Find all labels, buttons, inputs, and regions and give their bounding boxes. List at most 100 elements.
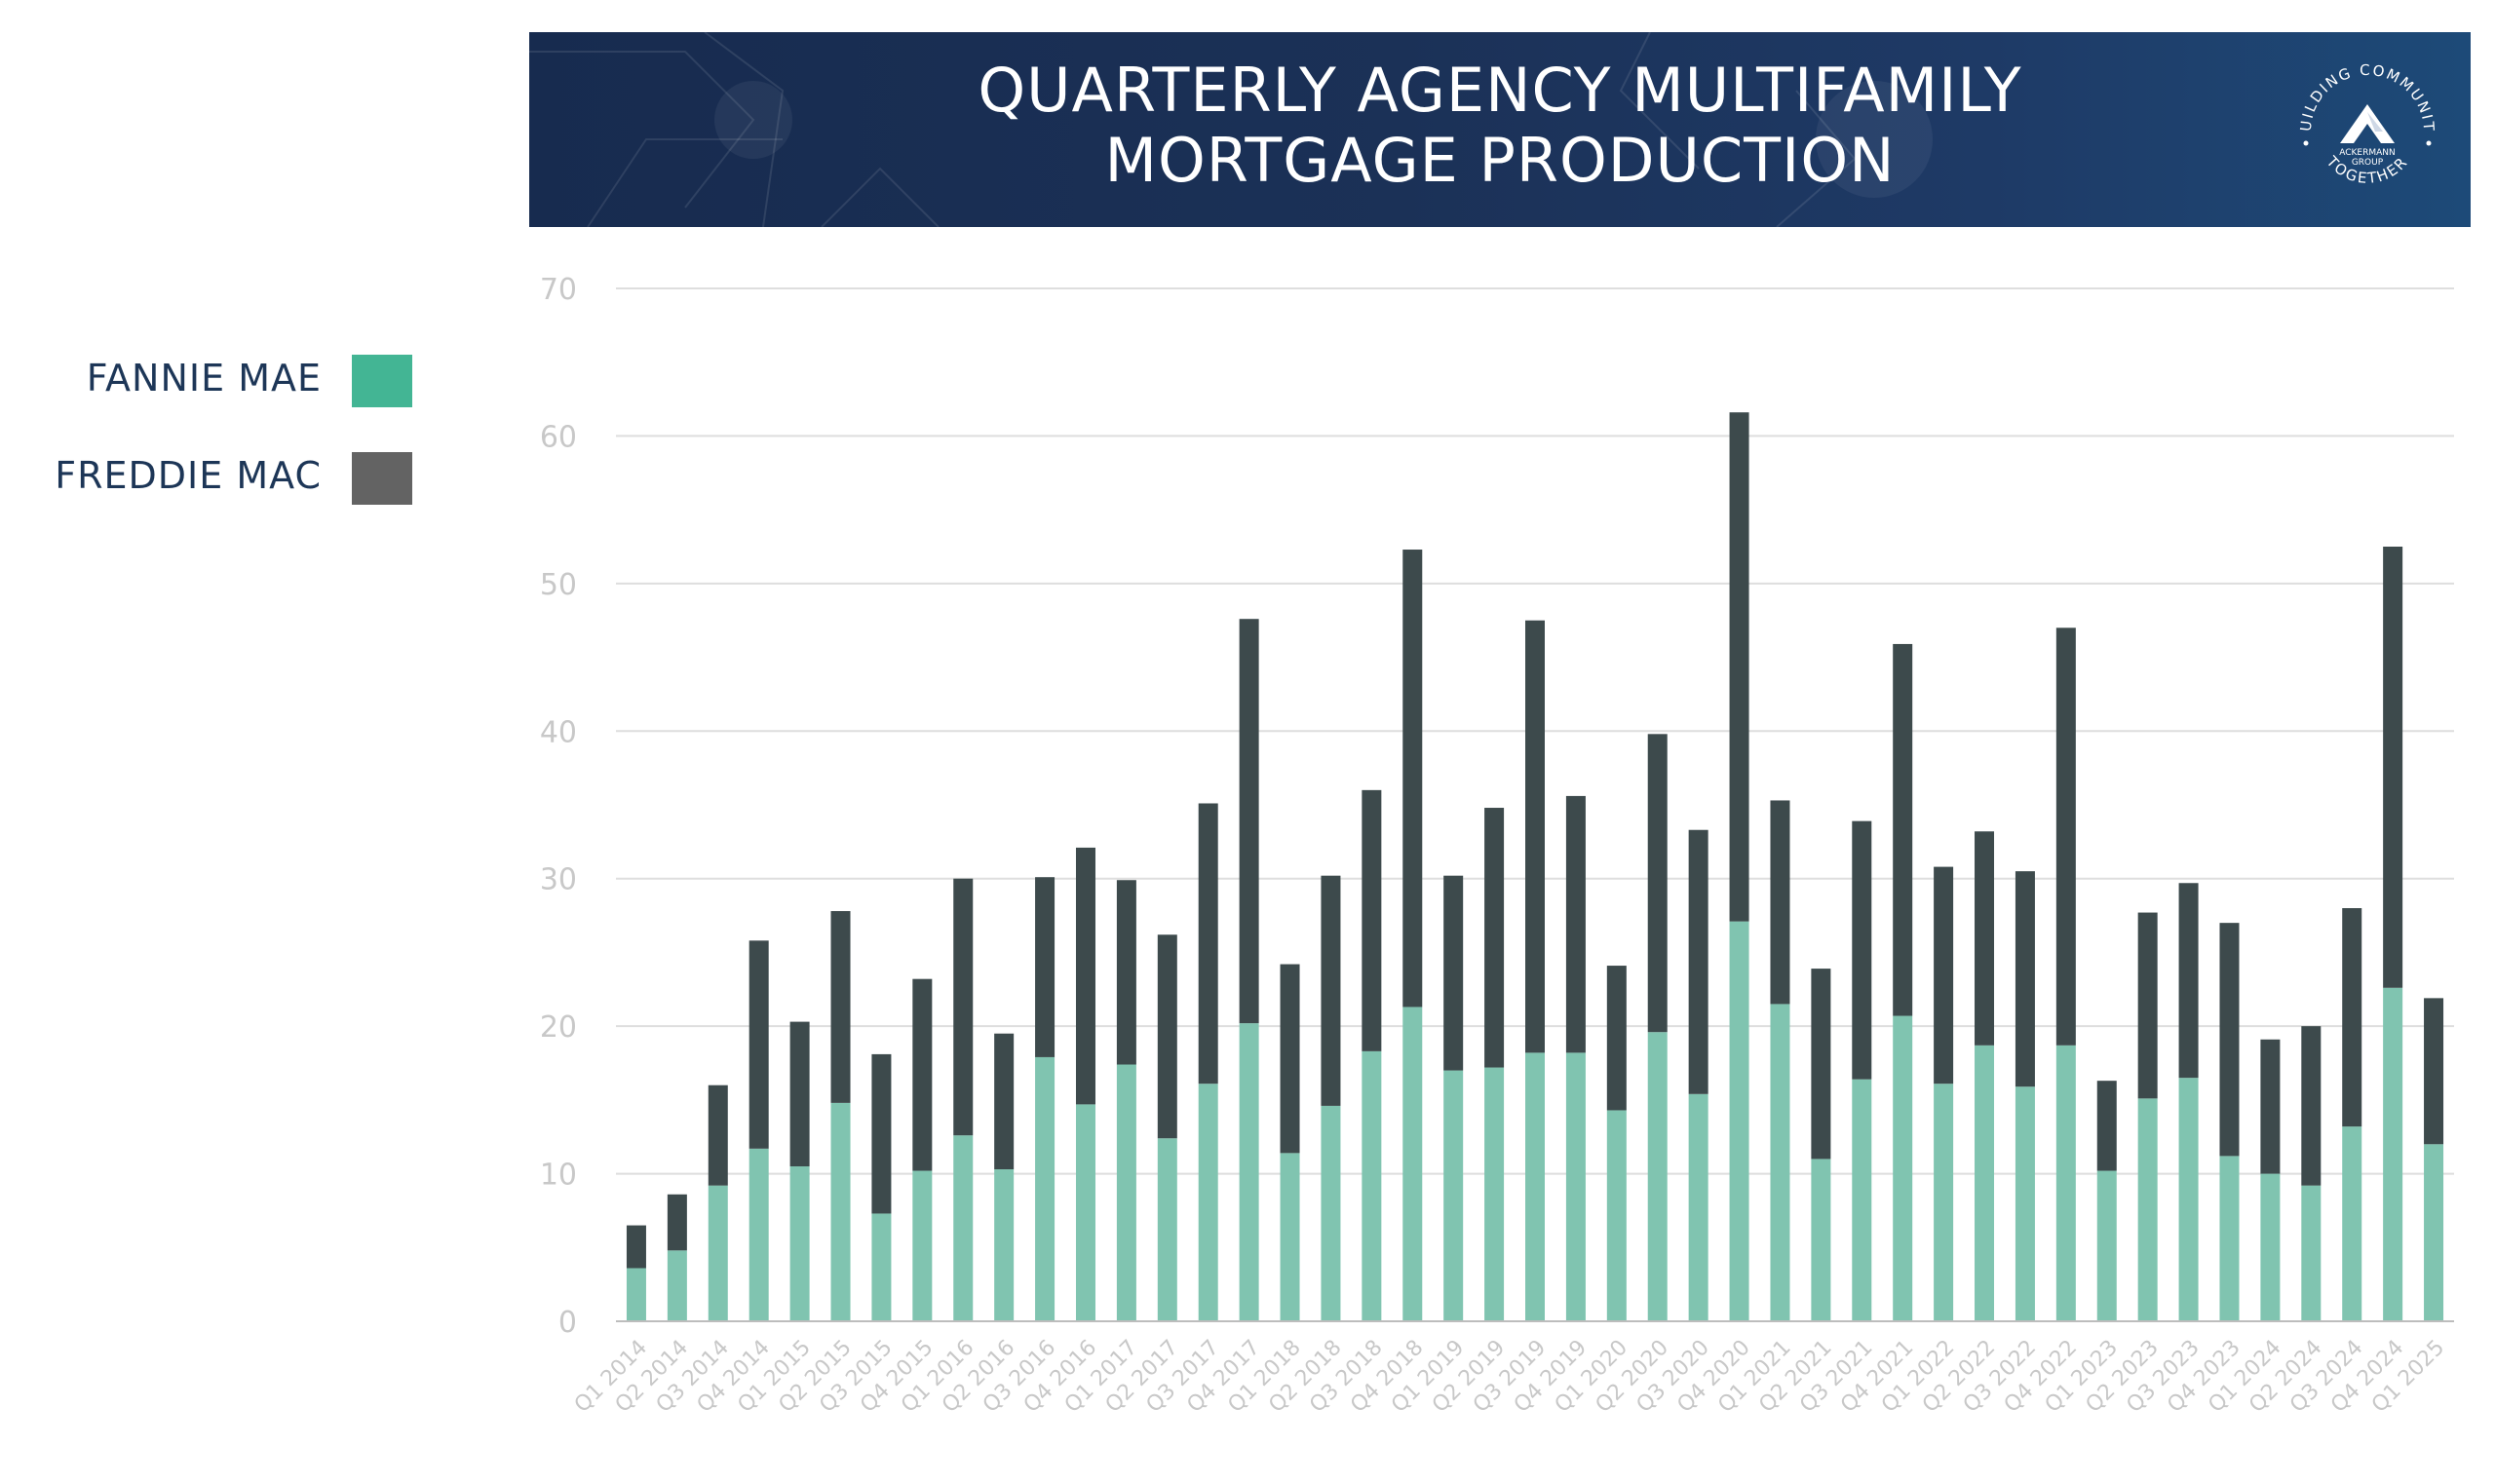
- bar-freddie-mac: [2096, 1081, 2117, 1171]
- bar-fannie-mae: [1893, 1015, 1913, 1321]
- bar-freddie-mac: [789, 1021, 810, 1166]
- bar-fannie-mae: [2301, 1185, 2322, 1321]
- legend-item-freddie-mac: FREDDIE MAC: [0, 448, 419, 507]
- bar-fannie-mae: [1116, 1064, 1136, 1321]
- bar-fannie-mae: [1934, 1084, 1954, 1321]
- bar-freddie-mac: [1402, 550, 1423, 1008]
- legend-label-fannie-mae: FANNIE MAE: [86, 357, 322, 400]
- bar-freddie-mac: [953, 878, 974, 1136]
- bar-fannie-mae: [1688, 1093, 1708, 1321]
- bar-freddie-mac: [2424, 998, 2444, 1145]
- bar-freddie-mac: [2260, 1039, 2281, 1174]
- mountain-peak-icon: [2340, 104, 2395, 143]
- bar-freddie-mac: [1688, 829, 1708, 1094]
- y-tick-label: 20: [540, 1010, 577, 1045]
- y-tick-label: 60: [540, 420, 577, 454]
- title-line-2: MORTGAGE PRODUCTION: [1104, 125, 1896, 196]
- legend-item-fannie-mae: FANNIE MAE: [0, 351, 419, 409]
- bar-freddie-mac: [748, 940, 769, 1149]
- bar-fannie-mae: [1157, 1138, 1177, 1321]
- bar-freddie-mac: [1075, 847, 1095, 1105]
- bar-fannie-mae: [2015, 1086, 2035, 1321]
- ackermann-group-logo: BUILDING COMMUNITY TOGETHER ACKERMANN GR…: [2289, 54, 2436, 187]
- bar-freddie-mac: [2055, 628, 2076, 1046]
- bar-freddie-mac: [2015, 871, 2035, 1087]
- bar-fannie-mae: [789, 1166, 810, 1321]
- y-tick-label: 40: [540, 715, 577, 749]
- bar-freddie-mac: [1198, 803, 1218, 1084]
- bar-freddie-mac: [1811, 969, 1831, 1160]
- bar-fannie-mae: [2055, 1045, 2076, 1321]
- bar-fannie-mae: [1239, 1023, 1259, 1321]
- y-tick-label: 70: [540, 273, 577, 307]
- legend-swatch-freddie-mac: [352, 452, 412, 505]
- bar-freddie-mac: [1975, 831, 1995, 1046]
- bar-fannie-mae: [626, 1268, 646, 1321]
- bar-fannie-mae: [2342, 1126, 2362, 1321]
- banner-decoration: [529, 32, 1933, 227]
- chart-title: QUARTERLY AGENCY MULTIFAMILY MORTGAGE PR…: [529, 56, 2471, 196]
- bar-freddie-mac: [626, 1225, 646, 1269]
- bar-fannie-mae: [1362, 1050, 1382, 1321]
- bar-fannie-mae: [1280, 1153, 1300, 1321]
- legend-swatch-fannie-mae: [352, 355, 412, 407]
- bar-fannie-mae: [2219, 1156, 2240, 1321]
- bar-freddie-mac: [2301, 1026, 2322, 1186]
- bar-freddie-mac: [1239, 619, 1259, 1024]
- bar-freddie-mac: [1035, 877, 1056, 1057]
- bar-freddie-mac: [2342, 908, 2362, 1127]
- bar-freddie-mac: [830, 911, 851, 1103]
- bar-fannie-mae: [1035, 1056, 1056, 1321]
- bar-fannie-mae: [1565, 1052, 1586, 1321]
- bar-fannie-mae: [667, 1250, 687, 1321]
- bar-freddie-mac: [2383, 547, 2403, 988]
- bar-freddie-mac: [1362, 789, 1382, 1051]
- bar-freddie-mac: [1729, 412, 1749, 922]
- legend-label-freddie-mac: FREDDIE MAC: [55, 454, 322, 497]
- y-tick-label: 0: [558, 1306, 577, 1340]
- bar-fannie-mae: [1402, 1007, 1423, 1321]
- y-tick-label: 10: [540, 1159, 577, 1193]
- bar-freddie-mac: [1321, 875, 1341, 1106]
- bar-fannie-mae: [748, 1148, 769, 1321]
- bar-freddie-mac: [708, 1084, 728, 1186]
- bar-fannie-mae: [708, 1185, 728, 1321]
- bar-fannie-mae: [1525, 1052, 1545, 1321]
- bar-freddie-mac: [1484, 808, 1505, 1068]
- header-banner: QUARTERLY AGENCY MULTIFAMILY MORTGAGE PR…: [529, 32, 2471, 227]
- bar-fannie-mae: [1975, 1045, 1995, 1321]
- bar-fannie-mae: [1075, 1104, 1095, 1321]
- bar-fannie-mae: [1729, 921, 1749, 1321]
- bar-fannie-mae: [2178, 1078, 2199, 1321]
- bar-freddie-mac: [1606, 966, 1627, 1111]
- title-line-1: QUARTERLY AGENCY MULTIFAMILY: [978, 55, 2022, 126]
- bar-fannie-mae: [1770, 1004, 1790, 1321]
- bar-freddie-mac: [1443, 875, 1464, 1071]
- bar-fannie-mae: [1647, 1032, 1668, 1321]
- bars: [626, 412, 2444, 1321]
- bar-fannie-mae: [1198, 1084, 1218, 1321]
- bar-freddie-mac: [1893, 643, 1913, 1016]
- bar-fannie-mae: [1443, 1070, 1464, 1321]
- bar-freddie-mac: [912, 978, 933, 1171]
- bar-freddie-mac: [1157, 934, 1177, 1139]
- bar-fannie-mae: [2424, 1144, 2444, 1321]
- bar-freddie-mac: [994, 1033, 1015, 1170]
- bar-freddie-mac: [1525, 620, 1545, 1053]
- bar-freddie-mac: [2137, 912, 2158, 1099]
- y-axis-ticks: 0 10 20 30 40 50 60 70: [540, 273, 577, 1340]
- bar-fannie-mae: [953, 1135, 974, 1321]
- bar-fannie-mae: [2137, 1098, 2158, 1321]
- y-tick-label: 50: [540, 568, 577, 602]
- bar-freddie-mac: [2178, 883, 2199, 1079]
- bar-fannie-mae: [2260, 1173, 2281, 1321]
- bar-fannie-mae: [1606, 1110, 1627, 1321]
- bar-fannie-mae: [994, 1169, 1015, 1321]
- bar-freddie-mac: [1934, 866, 1954, 1084]
- bar-fannie-mae: [2096, 1170, 2117, 1321]
- bar-fannie-mae: [1321, 1105, 1341, 1321]
- bar-freddie-mac: [1852, 820, 1872, 1080]
- bar-fannie-mae: [1811, 1159, 1831, 1321]
